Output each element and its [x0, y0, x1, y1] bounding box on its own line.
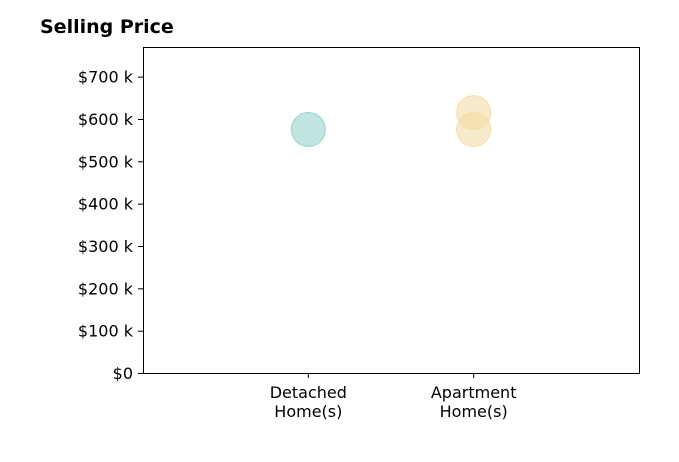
y-tick-label: $400 k — [78, 195, 134, 214]
y-tick-label: $600 k — [78, 110, 134, 129]
x-tick-label: Detached Home(s) — [270, 383, 347, 421]
y-tick-label: $300 k — [78, 237, 134, 256]
y-tick-label: $700 k — [78, 68, 134, 87]
plot-frame — [143, 47, 640, 374]
y-axis: $0 $100 k $200 k $300 k $400 k $500 k $600 k $7… — [78, 68, 143, 383]
x-tick-label: Apartment Home(s) — [431, 383, 517, 421]
y-tick-label: $0 — [113, 364, 133, 383]
x-axis: Detached Home(s) Apartment Home(s) — [270, 373, 517, 421]
y-tick-label: $500 k — [78, 152, 134, 171]
data-point — [456, 112, 492, 148]
chart-title: Selling Price — [40, 16, 174, 38]
data-point — [290, 112, 326, 148]
plot-points — [290, 95, 492, 148]
y-tick-label: $200 k — [78, 279, 134, 298]
y-tick-label: $100 k — [78, 322, 134, 341]
